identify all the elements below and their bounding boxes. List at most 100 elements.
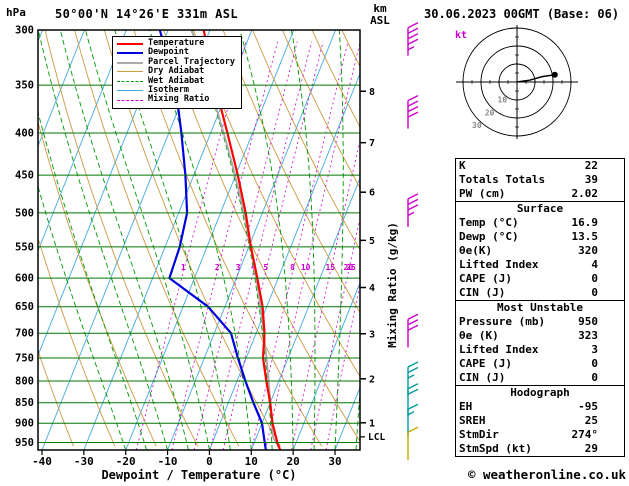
km-tick-label: 3 xyxy=(369,329,375,340)
indices-section-header: Surface xyxy=(516,202,564,215)
pressure-tick-label: 550 xyxy=(15,241,34,253)
datetime-title: 30.06.2023 00GMT (Base: 06) xyxy=(424,7,620,21)
pressure-tick-label: 600 xyxy=(15,273,34,285)
pressure-tick-label: 700 xyxy=(15,328,34,340)
temp-tick-label: -20 xyxy=(116,455,136,468)
pressure-tick-label: 500 xyxy=(15,207,34,219)
index-row-e-k: θe (K) 323 xyxy=(459,329,598,342)
indices-section-most-unstable: Most Unstable Pressure (mb) 950 θe (K) 323 Li… xyxy=(456,300,624,385)
storm-motion-dot xyxy=(551,71,558,78)
mixing-ratio-value-label: 8 xyxy=(290,263,295,272)
legend-swatch xyxy=(117,52,143,55)
legend-item-mixing-ratio: Mixing Ratio xyxy=(117,95,235,104)
pressure-tick-label: 400 xyxy=(15,127,34,139)
km-tick-label: 1 xyxy=(369,418,375,429)
altitude-unit-label: km ASL xyxy=(362,3,398,27)
indices-section-hodograph: Hodograph EH -95 SREH 25 StmDir 274° StmSpd (kt… xyxy=(456,385,624,456)
temp-tick-label: -30 xyxy=(74,455,94,468)
index-row-cape-j: CAPE (J) 0 xyxy=(459,357,598,370)
km-tick-label: 7 xyxy=(369,138,375,149)
hodograph-ring-label: 10 xyxy=(497,96,507,105)
indices-section-surface: Surface Temp (°C) 16.9 Dewp (°C) 13.5 θe(K) 32… xyxy=(456,201,624,300)
mixing-ratio-value-label: 1 xyxy=(181,263,186,272)
index-row-cape-j: CAPE (J) 0 xyxy=(459,272,598,285)
station-title: 50°00'N 14°26'E 331m ASL xyxy=(55,7,238,21)
hodograph-ring-label: 20 xyxy=(485,108,495,117)
temp-tick-label: -40 xyxy=(32,455,52,468)
temp-tick-label: 0 xyxy=(206,455,213,468)
wet-adiabats xyxy=(38,30,360,450)
legend-swatch xyxy=(117,61,143,64)
wind-barb xyxy=(407,94,419,129)
km-tick-label: 4 xyxy=(369,283,375,294)
index-row-pressure-mb: Pressure (mb) 950 xyxy=(459,315,598,328)
indices-section-header: Most Unstable xyxy=(496,301,584,314)
pressure-unit-label: hPa xyxy=(6,6,26,19)
wind-barbs xyxy=(407,22,419,461)
legend-label: Dry Adiabat xyxy=(148,66,205,77)
mixing-ratio-axis-label: Mixing Ratio (g/kg) xyxy=(386,222,399,348)
index-row-pw-cm: PW (cm) 2.02 xyxy=(459,187,598,200)
pressure-tick-label: 950 xyxy=(15,437,34,449)
index-row-eh: EH -95 xyxy=(459,400,598,413)
index-row-sreh: SREH 25 xyxy=(459,414,598,427)
index-row-cin-j: CIN (J) 0 xyxy=(459,286,598,299)
pressure-tick-label: 850 xyxy=(15,397,34,409)
indices-section-header: Hodograph xyxy=(510,386,570,399)
legend-label: Temperature xyxy=(148,38,205,48)
km-axis: 8 7 6 5 4 3 2 1 LCL xyxy=(360,87,385,443)
wind-barb xyxy=(407,426,419,461)
legend-item-wet-adiabat: Wet Adiabat xyxy=(117,76,235,86)
legend-item-temperature: Temperature xyxy=(117,38,235,48)
x-axis-label: Dewpoint / Temperature (°C) xyxy=(101,468,297,482)
pressure-tick-label: 350 xyxy=(15,80,34,92)
temp-tick-label: 30 xyxy=(328,455,341,468)
legend-item-isotherm: Isotherm xyxy=(117,85,235,95)
wind-barb xyxy=(407,361,419,396)
mixing-ratio-value-label: 5 xyxy=(263,263,268,272)
index-row-dewp-c: Dewp (°C) 13.5 xyxy=(459,230,598,243)
km-tick-label: 2 xyxy=(369,374,375,385)
pressure-tick-label: 300 xyxy=(15,25,34,37)
index-row-e-k: θe(K) 320 xyxy=(459,244,598,257)
temperature-axis: -40 -30 -20 -10 0 10 20 30 xyxy=(32,450,342,468)
legend-swatch xyxy=(117,71,143,73)
altitude-unit-km: km xyxy=(373,2,387,15)
lcl-label: LCL xyxy=(368,432,385,443)
pressure-tick-label: 800 xyxy=(15,376,34,388)
index-row-totals-totals: Totals Totals 39 xyxy=(459,173,598,186)
indices-section-top: K 22 Totals Totals 39 PW (cm) 2.02 xyxy=(456,159,624,201)
legend-item-dewpoint: Dewpoint xyxy=(117,47,235,58)
index-row-k: K 22 xyxy=(459,159,598,172)
mixing-ratio-value-label: 2 xyxy=(215,263,220,272)
wind-barb xyxy=(407,313,419,348)
index-row-temp-c: Temp (°C) 16.9 xyxy=(459,216,598,229)
index-row-stmdir: StmDir 274° xyxy=(459,428,598,441)
wind-barb xyxy=(407,22,419,56)
legend-label: Parcel Trajectory xyxy=(148,56,235,67)
altitude-unit-asl: ASL xyxy=(370,14,390,27)
copyright: © weatheronline.co.uk xyxy=(467,467,626,482)
legend-swatch xyxy=(117,90,143,92)
index-row-cin-j: CIN (J) 0 xyxy=(459,371,598,384)
pressure-tick-label: 900 xyxy=(15,418,34,430)
hodograph-ring-label: 30 xyxy=(472,121,482,130)
wind-barb xyxy=(407,193,419,227)
km-tick-label: 5 xyxy=(369,236,375,247)
index-row-lifted-index: Lifted Index 4 xyxy=(459,258,598,271)
temp-tick-label: -10 xyxy=(158,455,178,468)
mixing-ratio-value-label: 25 xyxy=(346,263,356,272)
legend-item-dry-adiabat: Dry Adiabat xyxy=(117,66,235,77)
pressure-tick-label: 650 xyxy=(15,301,34,313)
hodograph-unit-label: kt xyxy=(455,30,467,41)
mixing-ratio-value-label: 3 xyxy=(236,263,241,272)
legend-item-parcel-trajectory: Parcel Trajectory xyxy=(117,56,235,67)
legend-label: Dewpoint xyxy=(148,47,189,58)
index-row-lifted-index: Lifted Index 3 xyxy=(459,343,598,356)
legend-swatch xyxy=(117,99,143,101)
legend-swatch xyxy=(117,42,143,45)
